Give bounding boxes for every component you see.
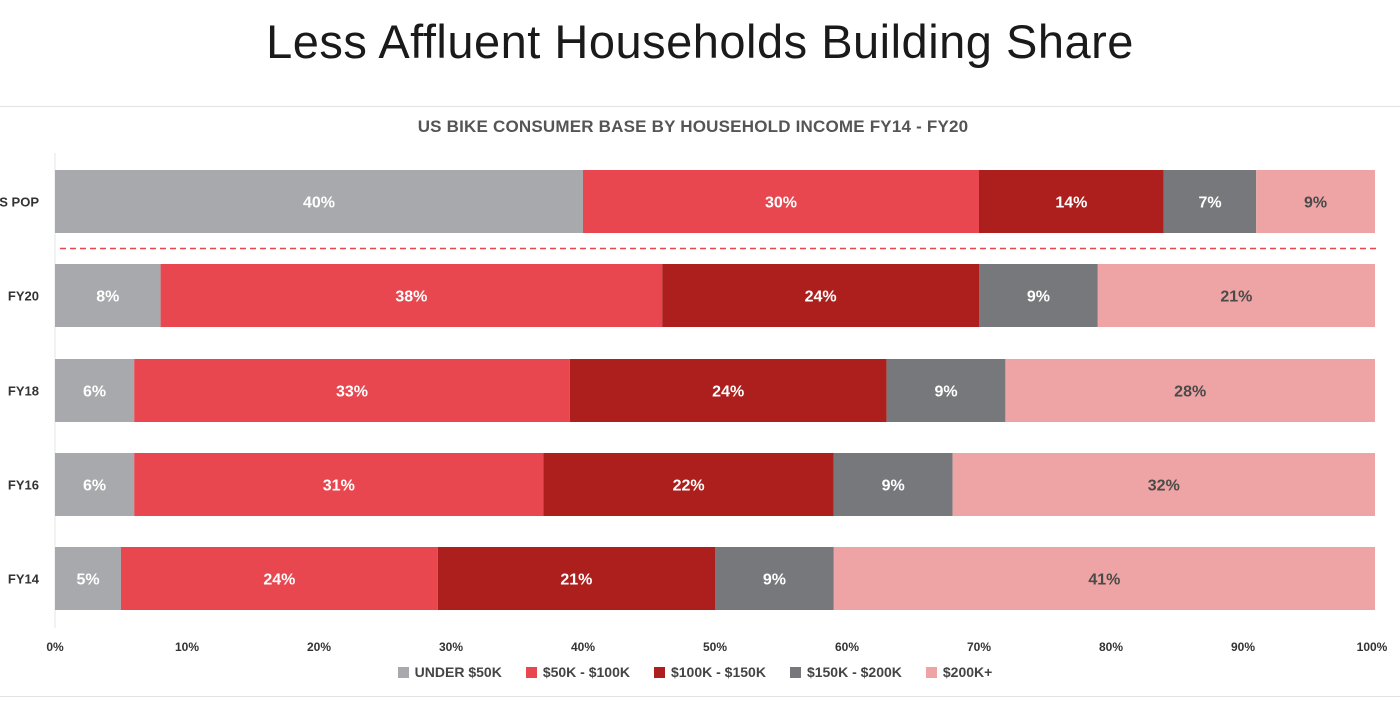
bar-segment [833,453,953,516]
data-label: 28% [1174,384,1206,401]
bar-segment [569,359,887,422]
data-label: 9% [1027,289,1050,306]
bar-segment [1163,170,1257,233]
page-title: Less Affluent Households Building Share [266,15,1134,68]
legend-label: $200K+ [942,664,993,680]
x-tick-label: 100% [1357,640,1388,654]
bar-segment [979,170,1164,233]
data-label: 22% [673,478,705,495]
bar-segment [55,547,121,610]
category-label: US POP [0,195,39,210]
chart-legend: UNDER $50K $50K - $100K $100K - $150K $150K… [0,664,1390,680]
bar-segment [55,170,583,233]
x-tick-label: 90% [1231,640,1255,654]
bar-segment [715,547,834,610]
data-label: 30% [765,195,797,212]
x-tick-label: 50% [703,640,727,654]
x-tick-label: 40% [571,640,595,654]
bottom-divider [0,696,1400,697]
category-label: FY18 [8,384,39,399]
data-label: 14% [1055,195,1087,212]
data-label: 9% [763,572,786,589]
data-label: 21% [1220,289,1252,306]
bar-segment [134,359,570,422]
data-label: 8% [96,289,119,306]
legend-swatch [653,666,665,678]
data-label: 40% [303,195,335,212]
data-label: 33% [336,384,368,401]
category-label: FY16 [8,478,39,493]
data-label: 24% [263,572,295,589]
legend-label: $50K - $100K [542,664,630,680]
x-tick-label: 0% [46,640,64,654]
x-tick-label: 30% [439,640,463,654]
data-label: 38% [395,289,427,306]
legend-swatch [525,666,537,678]
x-tick-label: 60% [835,640,859,654]
bar-segment [160,264,663,327]
bar-segment [833,547,1375,610]
bar-segment [662,264,979,327]
data-label: 31% [323,478,355,495]
legend-item: $50K - $100K [525,664,630,680]
top-divider [0,106,1400,107]
bar-segment [1097,264,1375,327]
data-label: 32% [1148,478,1180,495]
data-label: 24% [805,289,837,306]
bar-segment [55,359,135,422]
legend-label: UNDER $50K [414,664,502,680]
bar-segment [1005,359,1375,422]
category-label: FY14 [8,572,40,587]
x-tick-label: 70% [967,640,991,654]
data-label: 9% [934,384,957,401]
bar-segment [437,547,715,610]
x-tick-label: 20% [307,640,331,654]
data-label: 6% [83,384,106,401]
bar-segment [886,359,1006,422]
legend-swatch [925,666,937,678]
x-tick-label: 80% [1099,640,1123,654]
legend-item: $100K - $150K [653,664,766,680]
bar-segment [55,264,161,327]
bar-segment [1256,170,1375,233]
legend-label: $100K - $150K [670,664,766,680]
chart-title: US BIKE CONSUMER BASE BY HOUSEHOLD INCOM… [417,117,969,136]
legend-label: $150K - $200K [806,664,902,680]
bar-segment [583,170,979,233]
data-label: 21% [560,572,592,589]
data-label: 24% [712,384,744,401]
data-label: 41% [1088,572,1120,589]
data-label: 6% [83,478,106,495]
bar-segment [55,453,135,516]
data-label: 9% [1304,195,1327,212]
bar-segment [543,453,834,516]
x-tick-label: 10% [175,640,199,654]
category-label: FY20 [8,289,39,304]
bar-segment [979,264,1098,327]
legend-swatch [789,666,801,678]
data-label: 7% [1198,195,1221,212]
bar-segment [134,453,544,516]
legend-item: $200K+ [925,664,993,680]
legend-item: $150K - $200K [789,664,902,680]
data-label: 9% [882,478,905,495]
bar-segment [952,453,1375,516]
legend-swatch [397,666,409,678]
data-label: 5% [76,572,99,589]
legend-item: UNDER $50K [397,664,502,680]
bar-segment [121,547,438,610]
